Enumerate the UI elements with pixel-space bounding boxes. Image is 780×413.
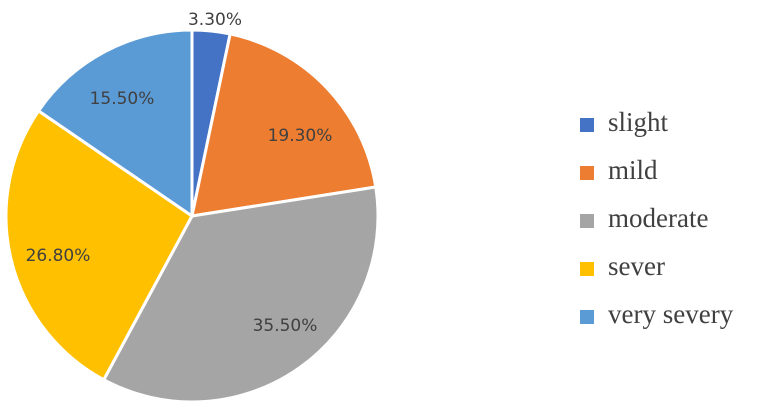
legend-label: very severy <box>608 299 734 329</box>
pie-slice-sever <box>4 109 194 382</box>
legend-item-mild: mild <box>580 155 658 185</box>
data-label-mild: 19.30% <box>268 126 333 146</box>
legend-swatch <box>580 166 594 180</box>
legend-swatch <box>580 310 594 324</box>
legend-label: slight <box>608 107 669 137</box>
legend-swatch <box>580 214 594 228</box>
legend-label: mild <box>608 155 658 185</box>
legend-swatch <box>580 262 594 276</box>
pie-slice-moderate <box>102 185 380 404</box>
data-label-slight: 3.30% <box>188 10 242 30</box>
pie-data-labels: 3.30% 19.30% 35.50% 26.80% 15.50% <box>26 10 333 336</box>
legend: slight mild moderate sever very severy <box>580 107 734 329</box>
legend-item-slight: slight <box>580 107 669 137</box>
data-label-sever: 26.80% <box>26 246 91 266</box>
legend-item-very-severy: very severy <box>580 299 734 329</box>
pie-slices <box>4 28 380 404</box>
data-label-very-severy: 15.50% <box>90 89 155 109</box>
pie-slice-very-severy <box>37 28 194 218</box>
legend-label: moderate <box>608 203 708 233</box>
legend-swatch <box>580 118 594 132</box>
legend-label: sever <box>608 251 665 281</box>
legend-item-moderate: moderate <box>580 203 708 233</box>
data-label-moderate: 35.50% <box>253 316 318 336</box>
legend-item-sever: sever <box>580 251 665 281</box>
pie-slice-mild <box>190 32 378 218</box>
